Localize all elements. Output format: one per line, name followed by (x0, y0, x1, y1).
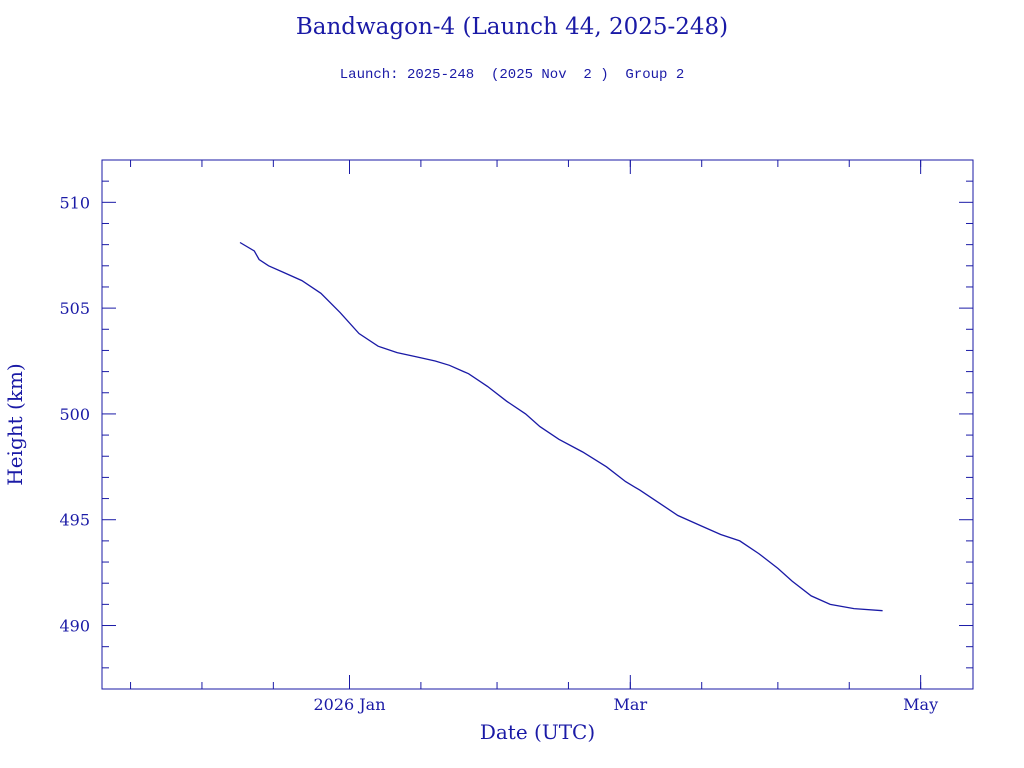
x-tick-label: 2026 Jan (313, 695, 385, 714)
plot-frame (101, 159, 974, 690)
chart-title: Bandwagon-4 (Launch 44, 2025-248) (295, 14, 729, 40)
y-axis-label: Height (km) (3, 363, 27, 485)
x-axis-label: Date (UTC) (480, 720, 595, 744)
y-tick-label: 510 (59, 193, 90, 212)
y-tick-label: 500 (59, 405, 90, 424)
y-tick-label: 490 (59, 617, 90, 636)
x-tick-label: Mar (614, 695, 648, 714)
y-tick-label: 505 (59, 299, 90, 318)
chart-subtitle: Launch: 2025-248 (2025 Nov 2 ) Group 2 (339, 67, 685, 83)
x-tick-label: May (903, 695, 938, 714)
y-tick-label: 495 (59, 511, 90, 530)
axis-ticks (102, 159, 973, 690)
series-line (239, 241, 883, 612)
tick-labels: 490 495 500 505 510 2026 Jan Mar May (59, 193, 938, 714)
